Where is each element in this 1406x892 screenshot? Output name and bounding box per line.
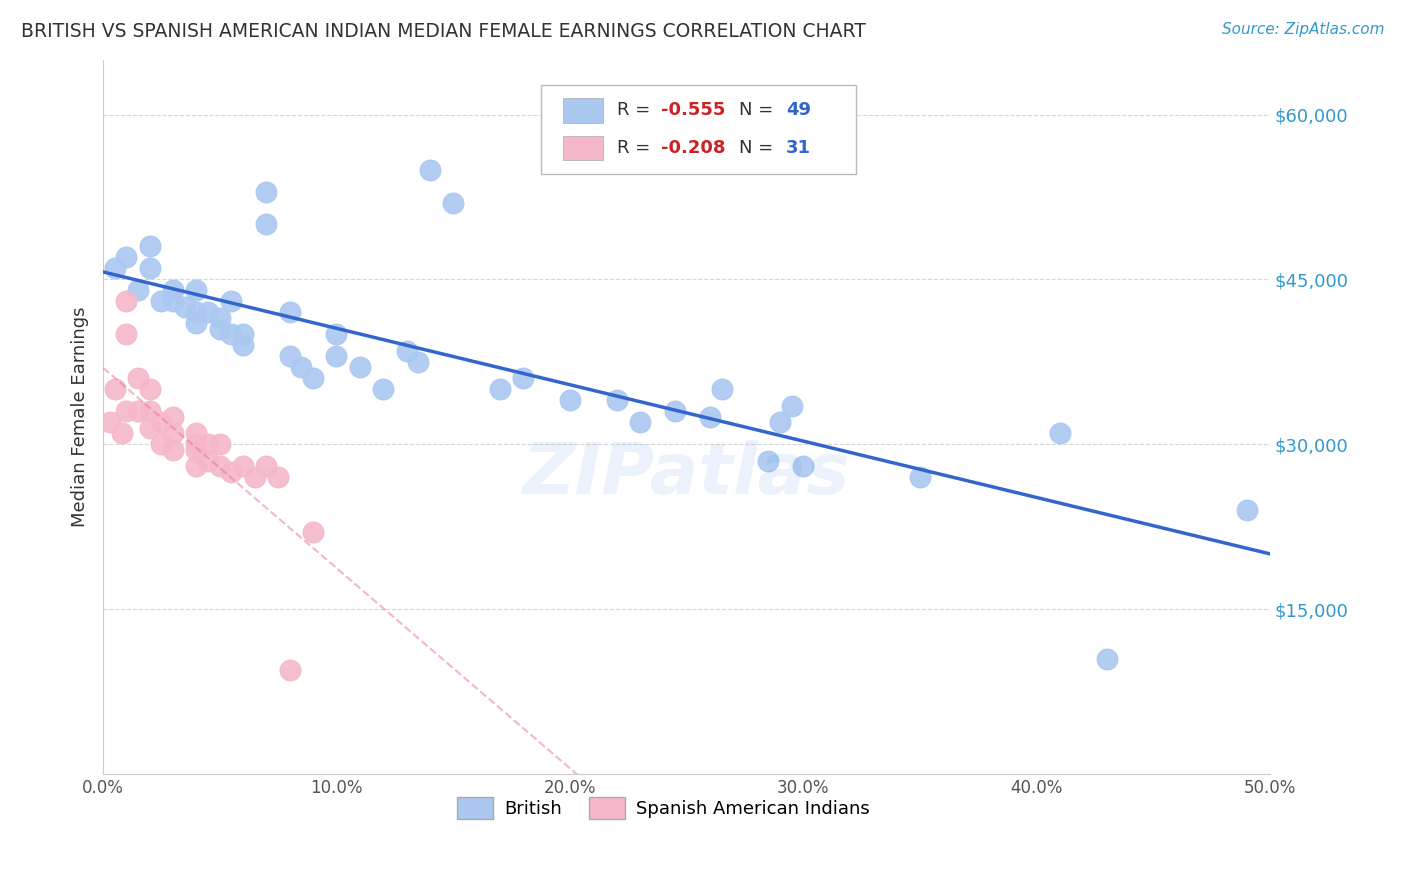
Point (162, 409, 184, 424)
Point (221, 294, 243, 309)
Point (232, 338, 254, 352)
Point (278, 663, 301, 677)
Legend: British, Spanish American Indians: British, Spanish American Indians (450, 789, 877, 826)
Point (139, 383, 162, 397)
Point (267, 470, 290, 484)
Point (256, 218, 278, 232)
Point (208, 459, 231, 474)
Point (186, 426, 208, 441)
Text: 49: 49 (786, 102, 811, 120)
Point (139, 421, 162, 435)
Text: -0.555: -0.555 (661, 102, 725, 120)
Text: N =: N = (740, 139, 779, 157)
Point (606, 393, 628, 408)
Point (290, 360, 312, 375)
Point (186, 317, 208, 331)
Point (162, 442, 184, 457)
Point (115, 327, 138, 342)
Point (406, 355, 429, 369)
Text: -0.208: -0.208 (661, 139, 725, 157)
Point (115, 404, 138, 418)
FancyBboxPatch shape (541, 85, 856, 174)
Point (115, 294, 138, 309)
FancyBboxPatch shape (562, 98, 603, 122)
Point (232, 327, 254, 342)
Point (302, 371, 325, 385)
Point (127, 371, 149, 385)
Point (256, 459, 278, 474)
Point (221, 327, 243, 342)
Point (373, 383, 395, 397)
Point (278, 305, 301, 319)
Text: R =: R = (617, 139, 655, 157)
Point (489, 383, 512, 397)
Point (1236, 503, 1258, 517)
Point (1095, 651, 1118, 665)
Point (139, 261, 162, 276)
Point (419, 162, 441, 177)
Text: R =: R = (617, 102, 655, 120)
Point (162, 294, 184, 309)
Point (325, 327, 347, 342)
Point (302, 525, 325, 540)
Point (349, 360, 371, 375)
Point (197, 454, 219, 468)
Point (150, 415, 173, 429)
Point (186, 437, 208, 451)
Point (792, 459, 814, 474)
Point (115, 251, 138, 265)
Point (512, 371, 534, 385)
Point (186, 305, 208, 319)
Point (256, 185, 278, 199)
Y-axis label: Median Female Earnings: Median Female Earnings (72, 307, 89, 527)
Point (628, 415, 651, 429)
Text: N =: N = (740, 102, 779, 120)
Text: Source: ZipAtlas.com: Source: ZipAtlas.com (1222, 22, 1385, 37)
Point (127, 284, 149, 298)
Point (221, 465, 243, 479)
Point (139, 404, 162, 418)
Point (232, 459, 254, 474)
Text: BRITISH VS SPANISH AMERICAN INDIAN MEDIAN FEMALE EARNINGS CORRELATION CHART: BRITISH VS SPANISH AMERICAN INDIAN MEDIA… (21, 22, 866, 41)
Point (699, 409, 721, 424)
Point (325, 350, 347, 364)
Point (186, 284, 208, 298)
Point (173, 300, 195, 314)
Point (186, 459, 208, 474)
Point (1049, 426, 1071, 441)
Point (111, 426, 134, 441)
Point (104, 383, 127, 397)
Point (243, 470, 266, 484)
Point (150, 294, 173, 309)
Point (208, 322, 231, 336)
Point (208, 437, 231, 451)
Point (162, 284, 184, 298)
Text: 31: 31 (786, 139, 811, 157)
Point (197, 305, 219, 319)
Point (908, 470, 931, 484)
Point (558, 393, 581, 408)
Point (664, 404, 686, 418)
Point (139, 239, 162, 253)
Point (104, 261, 127, 276)
Point (395, 343, 418, 358)
Point (441, 195, 464, 210)
Point (710, 383, 733, 397)
Point (127, 404, 149, 418)
Point (278, 350, 301, 364)
Point (98, 415, 121, 429)
Point (756, 454, 779, 468)
Text: ZIPatlas: ZIPatlas (523, 440, 851, 508)
Point (186, 442, 208, 457)
Point (197, 437, 219, 451)
Point (769, 415, 792, 429)
FancyBboxPatch shape (562, 136, 603, 161)
Point (208, 310, 231, 325)
Point (780, 399, 803, 413)
Point (150, 437, 173, 451)
Point (162, 426, 184, 441)
